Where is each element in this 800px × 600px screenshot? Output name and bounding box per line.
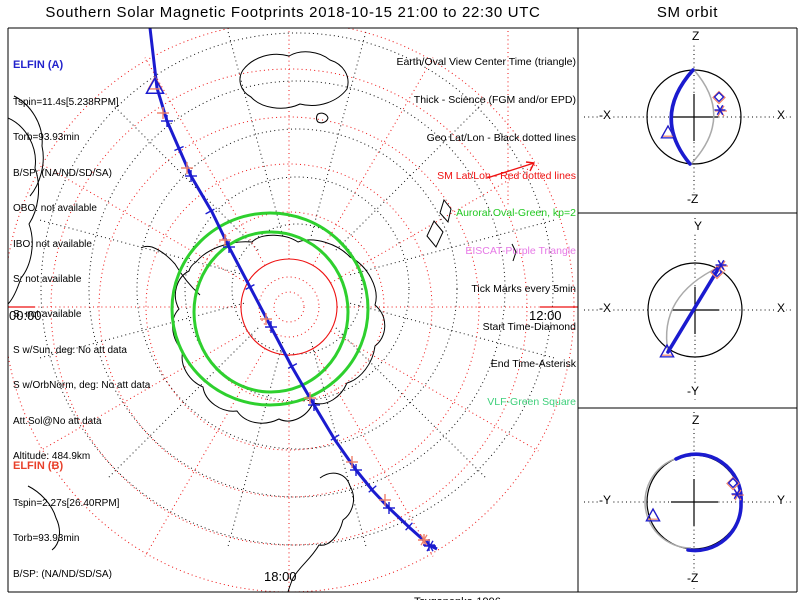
orbit-nearside-line [666,264,722,354]
mlt-label-1200: 12:00 [529,308,562,323]
axis-label-p2-right: X [776,301,787,316]
axis-label-p1-left: -X [598,108,612,123]
info-line: Att.Sol@No att data [13,415,102,427]
main-title: Southern Solar Magnetic Footprints 2018-… [45,4,541,21]
legend-item: VLF-Green Square [487,396,576,409]
orbit-farside-arc [644,455,692,549]
legend-item: SM Lat/Lon - Red dotted lines [437,169,576,182]
info-line: Torb=93.93min [13,132,80,144]
info-line: B/SP: (NA/ND/SD/SA) [13,167,112,179]
axis-label-p1-bottom: -Z [686,192,700,207]
coastline-antarctic-peninsula [140,245,201,296]
axis-label-p2-left: -X [598,301,612,316]
coastline-bottom [287,472,354,592]
info-line: Tspin=11.4s[5.238RPM] [13,96,119,108]
elfin-b-info-block: ELFIN (B) Tspin=2.27s[26.40RPM] Torb=93.… [13,437,150,600]
orbit-farside-arc [665,266,720,353]
legend-item: Geo Lat/Lon - Black dotted lines [426,131,576,144]
footprint-track-layer [145,28,438,552]
coastline-left-top [13,95,44,197]
info-line: S w/OrbNorm, deg: No att data [13,380,151,392]
legend-item: Earth/Oval View Center Time (triangle) [396,56,576,69]
coastlines-layer [8,51,517,592]
info-line: Tspin=2.27s[26.40RPM] [13,497,120,509]
sm-orbit-markers-layer [645,90,744,522]
coastline-bottom-left [27,485,60,551]
coastline-south-america [8,117,40,305]
axis-label-p3-top: Z [691,413,701,428]
earth-circle [647,262,743,358]
mlt-label-1800: 18:00 [264,569,297,584]
axis-label-p3-left: -Y [598,493,612,508]
legend-item: EISCAT-Purple Triangle [465,245,576,258]
info-line: S: not available [13,273,82,285]
legend-item: Start Time-Diamond [482,320,576,333]
model-label: Tsyganenko-1996 [414,594,588,600]
axis-label-p2-top: Y [693,219,704,234]
info-line: Altitude: 484.9km [13,450,91,462]
coastline-australia [239,51,349,109]
auroral-oval-layer [170,211,370,407]
axis-label-p1-top: Z [691,29,701,44]
info-line: S: not available [13,309,82,321]
sm-orbit-title: SM orbit [656,4,719,21]
elfin-a-info-block: ELFIN (A) Tspin=11.4s[5.238RPM] Torb=93.… [13,36,150,486]
sm-orbit-panel-xy [584,218,793,400]
geo-graticule-layer [39,31,555,547]
axis-label-p1-right: X [776,108,787,123]
orbit-nearside-arc [674,452,743,553]
mlt-label-0000: 00:00 [9,308,42,323]
legend-item: Thick - Science (FGM and/or EPD) [413,93,576,106]
axis-label-p2-bottom: -Y [686,384,700,399]
elfin-b-header: ELFIN (B) [13,459,64,472]
sm-graticule-layer [8,28,578,592]
orbit-farside-arc [690,69,715,165]
legend-item: Auroral Oval-Green, kp=2 [456,207,576,220]
axis-label-p3-bottom: -Z [686,571,700,586]
orbit-nearside-arc [669,68,695,166]
coastline-new-zealand [426,198,452,248]
info-line: B/SP: (NA/ND/SD/SA) [13,568,112,580]
info-line: IBO: not available [13,238,92,250]
sm-orbit-panel-yz [584,412,793,589]
axis-label-p3-right: Y [776,493,787,508]
coastline-tasmania [316,112,329,124]
map-legend: Earth/Oval View Center Time (triangle) T… [276,31,576,434]
coastline-small-island [511,243,517,262]
credits-block: Tsyganenko-1996 Created: Sun Jan 29 09:1… [414,560,588,600]
legend-item: End Time-Asterisk [490,358,576,371]
frame-lines [7,27,798,593]
sm-orbit-panel-xz [584,33,793,208]
info-line: OBO: not available [13,203,97,215]
elfin-a-header: ELFIN (A) [13,58,64,71]
info-line: Torb=93.93min [13,533,80,545]
legend-item: Tick Marks every 5min [471,282,576,295]
info-line: S w/Sun, deg: No att data [13,344,127,356]
